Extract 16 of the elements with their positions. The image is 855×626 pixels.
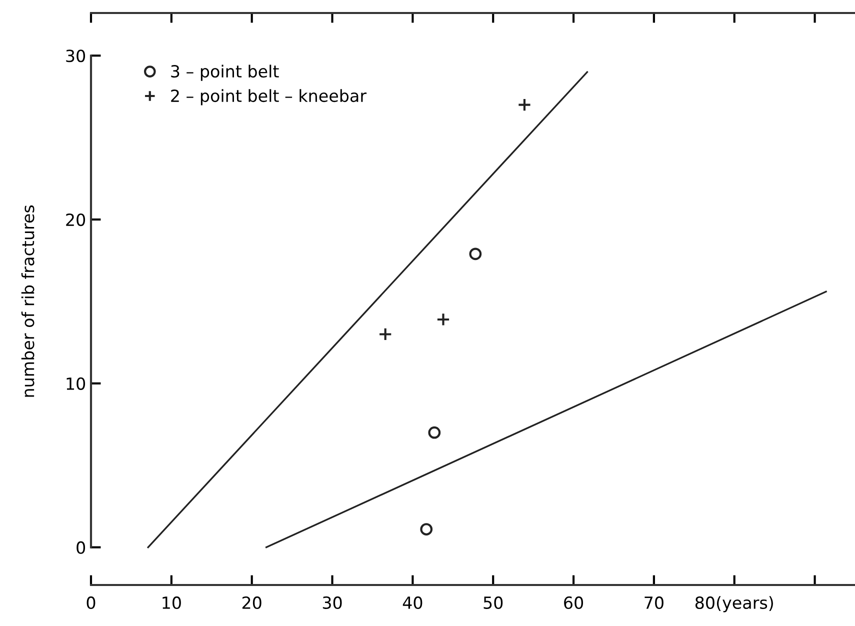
x-tick-label: 30 bbox=[322, 596, 342, 610]
y-axis-title: number of rib fractures bbox=[21, 205, 34, 397]
x-tick-label: 10 bbox=[162, 596, 181, 610]
legend-label: 2 – point belt – kneebar bbox=[171, 89, 367, 106]
x-tick-label: 40 bbox=[402, 596, 422, 610]
y-tick-label: 0 bbox=[76, 541, 86, 554]
x-tick-label: 50 bbox=[484, 596, 503, 610]
y-tick-label: 20 bbox=[66, 213, 86, 226]
x-tick-label: 60 bbox=[564, 596, 584, 610]
x-tick-label: 20 bbox=[242, 596, 262, 610]
legend-label: 3 – point belt bbox=[171, 64, 279, 81]
x-tick-label: 0 bbox=[86, 596, 96, 610]
y-tick-label: 10 bbox=[66, 377, 86, 390]
y-tick-label: 30 bbox=[66, 50, 86, 62]
x-tick-label: 80(years) bbox=[695, 596, 773, 612]
x-tick-label: 70 bbox=[644, 596, 664, 610]
